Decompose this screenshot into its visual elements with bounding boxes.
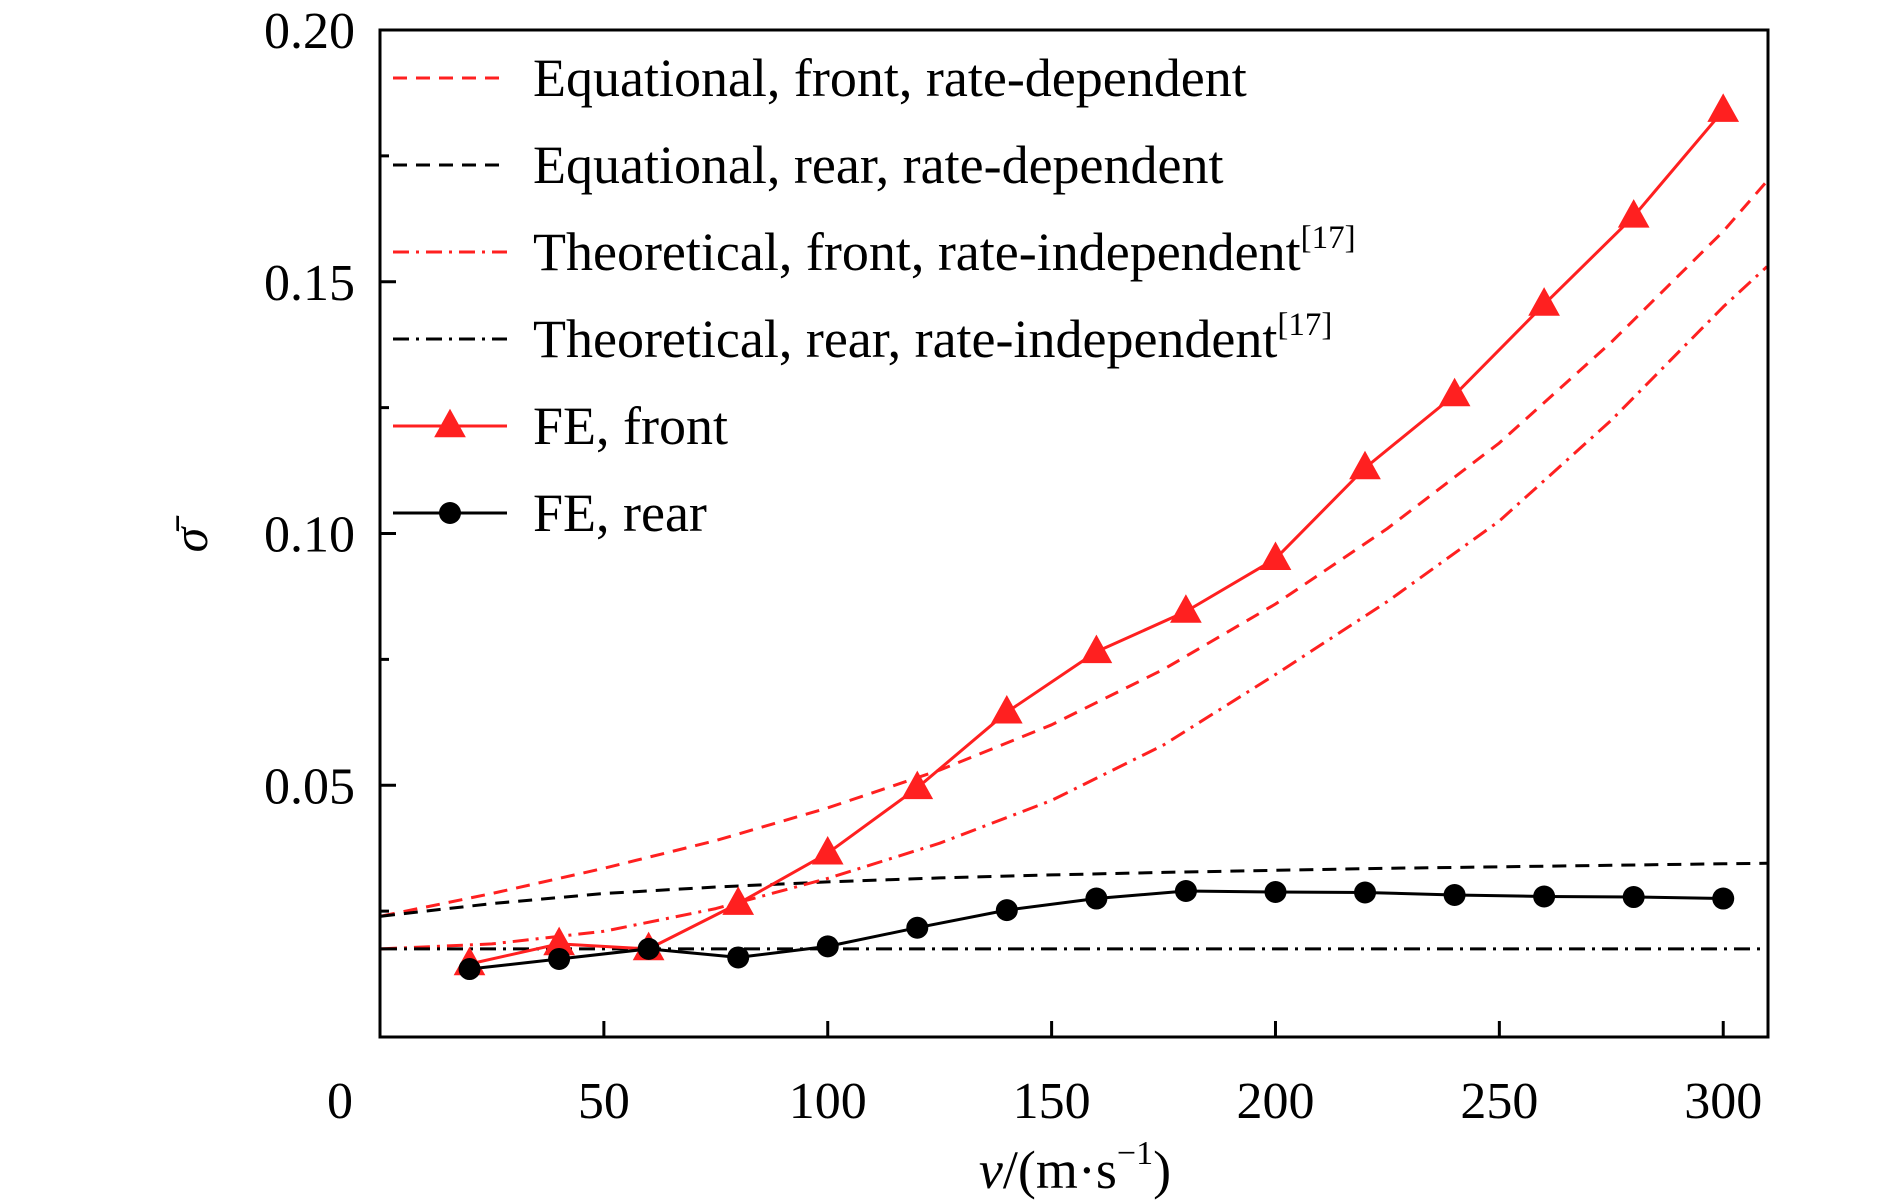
data-point-circle: [816, 935, 839, 958]
series-line: [380, 265, 1769, 951]
legend-item: Theoretical, front, rate-independent[17]: [393, 220, 1356, 282]
data-point-triangle: [1349, 450, 1381, 480]
legend-label: Equational, rear, rate-dependent: [533, 135, 1223, 195]
legend-item: Equational, rear, rate-dependent: [393, 135, 1223, 195]
y-tick-label: 0.15: [264, 255, 355, 312]
data-point-circle: [995, 899, 1018, 922]
x-axis-label-close: ): [1153, 1140, 1171, 1200]
y-tick-label: 0.20: [264, 3, 355, 60]
data-point-circle: [458, 958, 481, 981]
x-tick-label: 100: [789, 1073, 867, 1130]
y-tick-label: 0.05: [264, 758, 355, 815]
legend-label: FE, front: [533, 396, 728, 456]
data-point-circle: [1354, 881, 1377, 904]
data-point-triangle: [1438, 377, 1471, 407]
legend-marker-triangle: [434, 408, 466, 438]
data-point-circle: [637, 937, 660, 960]
legend-item: Theoretical, rear, rate-independent[17]: [393, 307, 1332, 369]
x-axis-label-variable: v: [979, 1140, 1003, 1200]
legend-item: FE, rear: [393, 483, 707, 543]
x-axis-label-exponent: −1: [1117, 1135, 1153, 1172]
data-point-circle: [1622, 886, 1645, 909]
data-point-circle: [727, 946, 750, 969]
series-line: [380, 861, 1768, 918]
data-point-triangle: [901, 770, 934, 800]
data-point-circle: [1443, 884, 1466, 907]
data-point-circle: [1174, 879, 1197, 902]
data-point-triangle: [1617, 199, 1650, 228]
plot-marks: [380, 93, 1769, 981]
x-tick-label: 200: [1236, 1073, 1314, 1130]
series-6: [458, 879, 1735, 981]
data-point-triangle: [722, 886, 755, 915]
data-point-circle: [906, 916, 929, 939]
x-tick-label-origin: 0: [327, 1073, 353, 1130]
data-point-triangle: [1259, 541, 1292, 570]
data-point-circle: [1085, 887, 1108, 910]
data-point-triangle: [1170, 594, 1202, 623]
data-point-circle: [548, 947, 571, 970]
legend-citation: [17]: [1301, 220, 1356, 256]
data-point-circle: [1712, 887, 1735, 910]
data-point-circle: [1264, 880, 1287, 903]
x-axis-label-unit: /(m·s: [1003, 1140, 1117, 1200]
legend: Equational, front, rate-dependent Equatio…: [393, 48, 1356, 543]
legend-label: Equational, front, rate-dependent: [533, 48, 1247, 108]
legend-item: FE, front: [393, 396, 728, 456]
series-1: [380, 180, 1769, 918]
data-point-triangle: [1707, 93, 1740, 122]
legend-citation: [17]: [1277, 307, 1332, 343]
y-tick-label: 0.10: [264, 507, 355, 564]
legend-item: Equational, front, rate-dependent: [393, 48, 1247, 108]
x-tick-label: 50: [578, 1073, 630, 1130]
series-2: [380, 861, 1768, 918]
series-3: [380, 265, 1769, 951]
data-point-circle: [1533, 885, 1556, 908]
data-point-triangle: [1528, 287, 1560, 316]
legend-label: Theoretical, front, rate-independent[17]: [533, 220, 1356, 282]
data-point-triangle: [811, 835, 844, 865]
data-point-triangle: [1080, 634, 1113, 664]
x-axis-label: v/(m·s−1): [979, 1135, 1171, 1200]
data-point-triangle: [990, 694, 1023, 724]
legend-label: FE, rear: [533, 483, 707, 543]
x-tick-label: 150: [1013, 1073, 1091, 1130]
legend-label: Theoretical, rear, rate-independent[17]: [533, 307, 1332, 369]
legend-marker-circle: [439, 502, 461, 524]
axis-ticks: 0 50 100 150 200 250 300 0.05 0.10 0.15 0.20: [264, 3, 1762, 1130]
x-tick-label: 250: [1460, 1073, 1538, 1130]
x-tick-label: 300: [1684, 1073, 1762, 1130]
series-line: [380, 180, 1769, 918]
